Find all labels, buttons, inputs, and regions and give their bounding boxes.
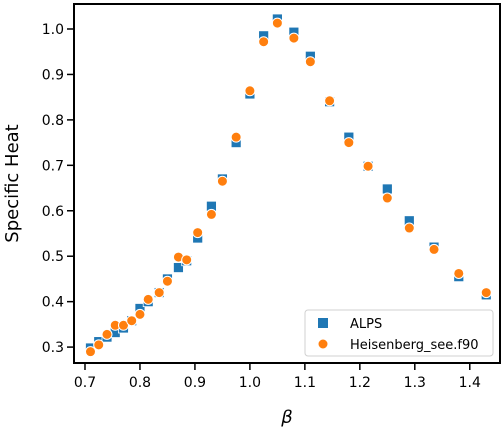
x-tick-label: 1.4 [459,375,481,391]
point-heisenberg [84,346,96,358]
y-tick-label: 0.3 [42,340,64,356]
point-heisenberg [304,56,316,68]
point-heisenberg [271,17,283,29]
y-tick-label: 1.0 [42,22,64,38]
point-heisenberg [480,287,492,299]
x-tick-label: 1.0 [239,375,261,391]
y-tick-label: 0.6 [42,204,64,220]
legend-box [304,309,494,357]
y-tick-label: 0.5 [42,249,64,265]
point-alps [381,183,393,195]
point-heisenberg [142,293,154,305]
y-axis-label: Specific Heat [2,124,23,242]
plot-frame [73,3,501,364]
legend: ALPS Heisenberg_see.f90 [304,309,494,357]
point-heisenberg [192,227,204,239]
point-heisenberg [93,339,105,351]
x-axis-label: β [280,407,293,428]
y-tick-label: 0.7 [42,158,64,174]
point-heisenberg [343,137,355,149]
legend-label-alps: ALPS [350,317,382,332]
y-tick-label: 0.8 [42,113,64,129]
point-heisenberg [134,308,146,320]
point-heisenberg [453,267,465,279]
x-tick-label: 0.7 [74,375,96,391]
point-heisenberg [403,222,415,234]
point-heisenberg [216,175,228,187]
axis-ticks: 0.7 0.8 0.9 1.0 1.1 1.2 1.3 1.4 0.3 0.4 0.5 0.6 0.7 0… [42,22,481,391]
point-heisenberg [381,192,393,204]
point-heisenberg [205,208,217,220]
point-heisenberg [161,275,173,287]
x-tick-label: 1.1 [294,375,316,391]
legend-marker-alps [318,318,328,328]
point-heisenberg [153,287,165,299]
point-heisenberg [258,36,270,48]
point-heisenberg [324,95,336,107]
point-heisenberg [362,160,374,172]
x-tick-label: 0.8 [129,375,151,391]
legend-label-heisenberg: Heisenberg_see.f90 [350,338,479,353]
point-heisenberg [101,328,113,340]
x-tick-label: 0.9 [184,375,206,391]
point-heisenberg [288,32,300,44]
point-heisenberg [181,254,193,266]
legend-marker-heisenberg [317,338,329,350]
point-heisenberg [428,243,440,255]
x-tick-label: 1.2 [349,375,371,391]
y-tick-label: 0.4 [42,295,64,311]
point-heisenberg [126,315,138,327]
point-heisenberg [117,319,129,331]
data-marks [84,13,492,358]
y-tick-label: 0.9 [42,67,64,83]
point-heisenberg [244,85,256,97]
x-tick-label: 1.3 [404,375,426,391]
point-heisenberg [230,131,242,143]
